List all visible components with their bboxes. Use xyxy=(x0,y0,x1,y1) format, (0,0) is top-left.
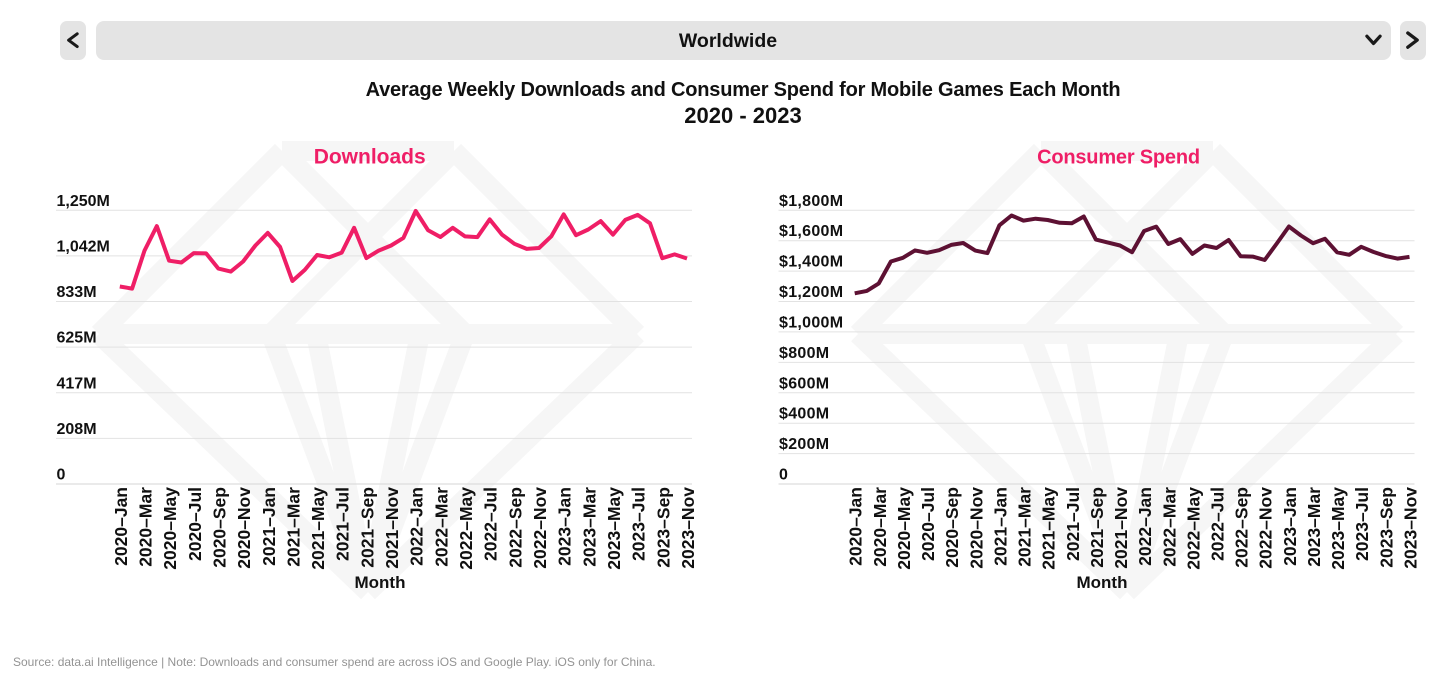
svg-text:0: 0 xyxy=(57,467,66,484)
svg-text:2020–Nov: 2020–Nov xyxy=(234,487,254,569)
svg-text:2021–Mar: 2021–Mar xyxy=(283,487,303,567)
svg-text:2021–Jan: 2021–Jan xyxy=(259,487,279,566)
svg-text:2020–Jul: 2020–Jul xyxy=(185,487,205,561)
svg-text:2020–May: 2020–May xyxy=(894,487,914,570)
svg-text:2023–Sep: 2023–Sep xyxy=(1376,487,1396,568)
svg-text:2022–Sep: 2022–Sep xyxy=(1232,487,1252,568)
svg-text:2022–Jul: 2022–Jul xyxy=(481,487,501,561)
svg-text:2021–Sep: 2021–Sep xyxy=(1087,487,1107,568)
svg-text:2022–May: 2022–May xyxy=(456,487,476,570)
svg-text:2023–Jan: 2023–Jan xyxy=(555,487,575,566)
svg-text:2020–May: 2020–May xyxy=(160,487,180,570)
svg-text:2023–Jan: 2023–Jan xyxy=(1280,487,1300,566)
svg-text:2023–Jul: 2023–Jul xyxy=(1352,487,1372,561)
svg-text:2022–Jan: 2022–Jan xyxy=(407,487,427,566)
svg-text:2021–Jul: 2021–Jul xyxy=(1063,487,1083,561)
svg-text:2023–Sep: 2023–Sep xyxy=(653,487,673,568)
svg-text:Month: Month xyxy=(1077,573,1128,592)
svg-text:2021–Sep: 2021–Sep xyxy=(357,487,377,568)
svg-text:2022–Jan: 2022–Jan xyxy=(1135,487,1155,566)
svg-text:2022–Sep: 2022–Sep xyxy=(505,487,525,568)
svg-text:2020–Jul: 2020–Jul xyxy=(918,487,938,561)
svg-text:Consumer Spend: Consumer Spend xyxy=(1037,147,1200,169)
svg-text:1,250M: 1,250M xyxy=(57,193,110,210)
svg-text:$600M: $600M xyxy=(779,375,829,392)
svg-text:$1,600M: $1,600M xyxy=(779,223,843,240)
svg-text:2022–Nov: 2022–Nov xyxy=(1256,487,1276,569)
svg-text:2022–Mar: 2022–Mar xyxy=(431,487,451,567)
svg-text:417M: 417M xyxy=(57,375,97,392)
svg-text:2021–May: 2021–May xyxy=(308,487,328,570)
svg-text:2023–May: 2023–May xyxy=(604,487,624,570)
svg-text:2021–May: 2021–May xyxy=(1039,487,1059,570)
svg-text:$1,200M: $1,200M xyxy=(779,284,843,301)
svg-text:2021–Nov: 2021–Nov xyxy=(382,487,402,569)
svg-text:2022–Nov: 2022–Nov xyxy=(530,487,550,569)
svg-text:2022–May: 2022–May xyxy=(1183,487,1203,570)
svg-text:$400M: $400M xyxy=(779,406,829,423)
svg-text:$1,400M: $1,400M xyxy=(779,254,843,271)
svg-text:2020–Sep: 2020–Sep xyxy=(209,487,229,568)
svg-text:2023–Jul: 2023–Jul xyxy=(629,487,649,561)
svg-text:833M: 833M xyxy=(57,284,97,301)
svg-text:2021–Jan: 2021–Jan xyxy=(990,487,1010,566)
svg-text:2020–Mar: 2020–Mar xyxy=(870,487,890,567)
svg-text:2021–Mar: 2021–Mar xyxy=(1015,487,1035,567)
svg-text:2023–Nov: 2023–Nov xyxy=(678,487,698,569)
svg-text:$1,800M: $1,800M xyxy=(779,193,843,210)
svg-text:0: 0 xyxy=(779,467,788,484)
svg-text:1,042M: 1,042M xyxy=(57,238,110,255)
svg-text:Month: Month xyxy=(355,573,406,592)
svg-text:$800M: $800M xyxy=(779,345,829,362)
svg-text:Downloads: Downloads xyxy=(314,146,426,169)
svg-text:$200M: $200M xyxy=(779,436,829,453)
svg-text:2021–Jul: 2021–Jul xyxy=(333,487,353,561)
svg-text:2023–Mar: 2023–Mar xyxy=(579,487,599,567)
svg-text:2022–Jul: 2022–Jul xyxy=(1208,487,1228,561)
svg-text:2023–May: 2023–May xyxy=(1328,487,1348,570)
svg-text:2021–Nov: 2021–Nov xyxy=(1111,487,1131,569)
svg-text:2023–Nov: 2023–Nov xyxy=(1401,487,1421,569)
svg-text:2023–Mar: 2023–Mar xyxy=(1304,487,1324,567)
svg-text:$1,000M: $1,000M xyxy=(779,314,843,331)
svg-text:2020–Jan: 2020–Jan xyxy=(111,487,131,566)
svg-text:2022–Mar: 2022–Mar xyxy=(1159,487,1179,567)
svg-text:2020–Mar: 2020–Mar xyxy=(136,487,156,567)
svg-text:2020–Nov: 2020–Nov xyxy=(966,487,986,569)
svg-text:2020–Sep: 2020–Sep xyxy=(942,487,962,568)
svg-text:625M: 625M xyxy=(57,330,97,347)
svg-text:208M: 208M xyxy=(57,421,97,438)
svg-text:2020–Jan: 2020–Jan xyxy=(846,487,866,566)
